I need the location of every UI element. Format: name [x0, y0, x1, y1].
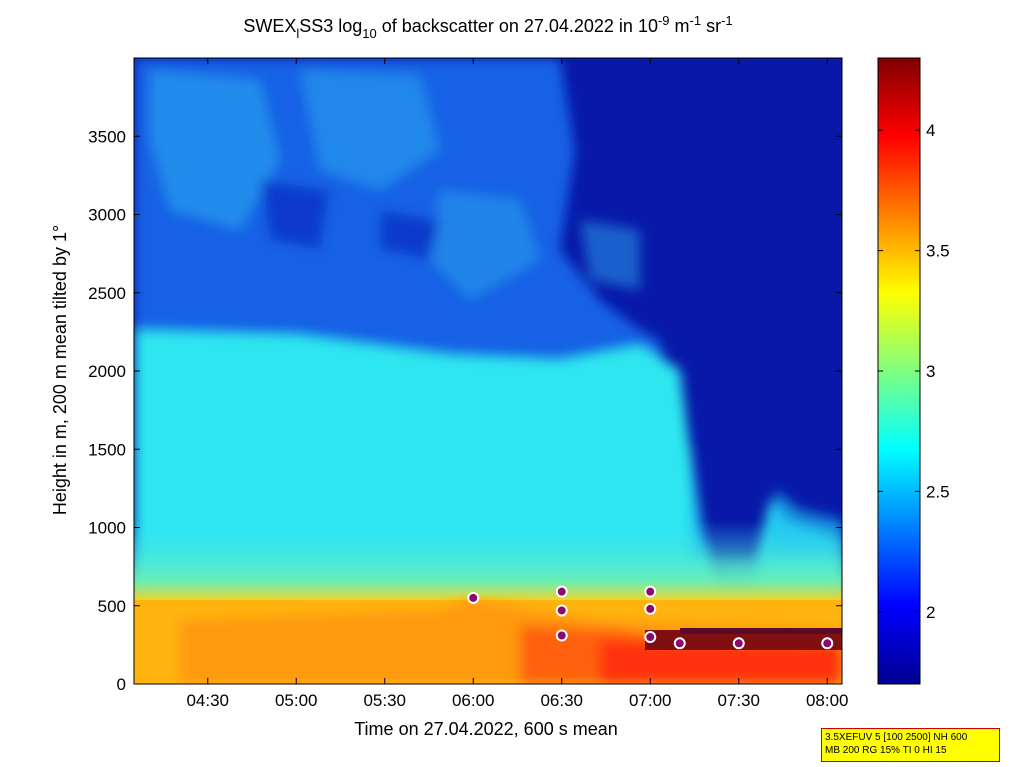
- cloud-base-marker: [555, 629, 568, 642]
- x-tick-label: 07:30: [717, 691, 760, 710]
- chart-title: SWEXlSS3 log10 of backscatter on 27.04.2…: [243, 13, 732, 41]
- y-tick-label: 2000: [88, 362, 126, 381]
- colorbar-tick-label: 2.5: [926, 482, 950, 501]
- y-axis-label: Height in m, 200 m mean tilted by 1°: [50, 225, 70, 515]
- note-line-2: MB 200 RG 15% TI 0 HI 15: [825, 745, 947, 756]
- y-tick-label: 3000: [88, 206, 126, 225]
- colorbar-ticks: 2 2.5 3 3.5 4: [878, 121, 950, 622]
- colorbar-tick-label: 3: [926, 362, 935, 381]
- cloud-base-marker: [673, 637, 686, 650]
- cloud-base-marker: [555, 585, 568, 598]
- cloud-base-marker: [467, 591, 480, 604]
- x-tick-label: 06:00: [452, 691, 495, 710]
- cloud-base-marker: [821, 637, 834, 650]
- cloud-base-marker: [555, 604, 568, 617]
- x-tick-label: 06:30: [540, 691, 583, 710]
- x-tick-label: 07:00: [629, 691, 672, 710]
- y-tick-label: 3500: [88, 127, 126, 146]
- y-tick-label: 0: [117, 675, 126, 694]
- x-tick-label: 08:00: [806, 691, 849, 710]
- cloud-base-marker: [732, 637, 745, 650]
- y-tick-label: 2500: [88, 284, 126, 303]
- cloud-base-marker: [644, 602, 657, 615]
- colorbar-tick-label: 2: [926, 603, 935, 622]
- colorbar: [877, 57, 921, 685]
- colorbar-tick-label: 3.5: [926, 242, 950, 261]
- y-tick-label: 500: [98, 597, 126, 616]
- cloud-base-marker: [644, 585, 657, 598]
- y-axis: 0 500 1000 1500 2000 2500 3000 3500: [88, 127, 842, 694]
- note-line-1: 3.5XEFUV 5 [100 2500] NH 600: [825, 732, 968, 743]
- x-tick-label: 05:00: [275, 691, 318, 710]
- x-tick-label: 04:30: [186, 691, 229, 710]
- cloud-base-markers: [467, 585, 834, 650]
- y-tick-label: 1500: [88, 440, 126, 459]
- colorbar-tick-label: 4: [926, 121, 935, 140]
- processing-note: 3.5XEFUV 5 [100 2500] NH 600 MB 200 RG 1…: [821, 728, 1000, 762]
- y-tick-label: 1000: [88, 519, 126, 538]
- cloud-base-marker: [644, 631, 657, 644]
- x-tick-label: 05:30: [363, 691, 406, 710]
- x-axis: 04:30 05:00 05:30 06:00 06:30 07:00 07:30 08:00: [186, 58, 849, 710]
- heatmap-field: [134, 58, 842, 684]
- x-axis-label: Time on 27.04.2022, 600 s mean: [354, 719, 618, 739]
